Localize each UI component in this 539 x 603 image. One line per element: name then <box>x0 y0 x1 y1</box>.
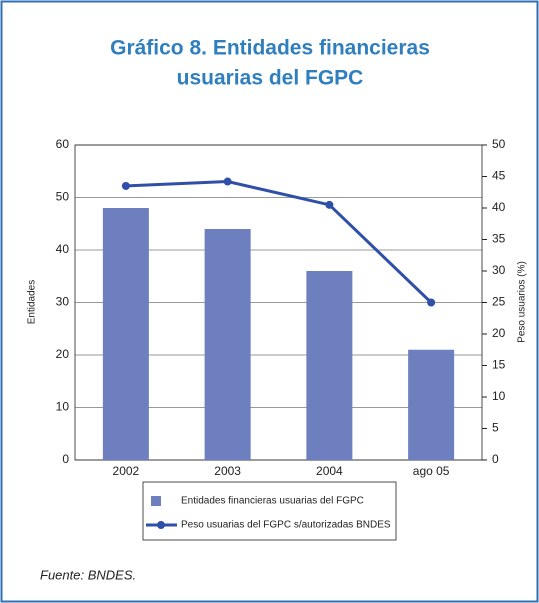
line-point <box>427 298 436 307</box>
bar <box>102 208 149 460</box>
y2-tick-label: 10 <box>492 389 506 403</box>
y2-tick-label: 25 <box>492 295 506 309</box>
chart-title: usuarias del FGPC <box>177 67 364 90</box>
y2-tick-label: 5 <box>492 421 499 435</box>
bar <box>408 349 455 460</box>
legend-swatch <box>157 521 165 529</box>
legend-label: Entidades financieras usuarias del FGPC <box>181 496 364 507</box>
bar <box>204 229 251 460</box>
x-tick-label: 2002 <box>113 464 140 478</box>
bar <box>306 271 353 460</box>
y2-tick-label: 15 <box>492 358 506 372</box>
y-tick-label: 20 <box>56 347 70 361</box>
y2-tick-label: 35 <box>492 232 506 246</box>
y-tick-label: 0 <box>62 452 69 466</box>
line-point <box>325 200 334 209</box>
y-tick-label: 60 <box>56 137 70 151</box>
y-axis-label: Entidades <box>27 280 38 324</box>
y2-tick-label: 45 <box>492 169 506 183</box>
source: Fuente: BNDES. <box>40 567 136 582</box>
plot-border <box>74 144 483 461</box>
legend <box>142 481 397 541</box>
x-tick-label: 2003 <box>214 464 241 478</box>
y-tick-label: 10 <box>56 400 70 414</box>
chart-title: Gráfico 8. Entidades financieras <box>110 37 430 60</box>
x-tick-label: ago 05 <box>413 464 450 478</box>
y2-axis-label: Peso usuarios (%) <box>517 261 528 343</box>
y2-tick-label: 20 <box>492 326 506 340</box>
y2-tick-label: 50 <box>492 137 506 151</box>
x-tick-label: 2004 <box>316 464 343 478</box>
legend-label: Peso usuarias del FGPC s/autorizadas BND… <box>181 520 391 531</box>
y-tick-label: 30 <box>56 295 70 309</box>
legend-swatch <box>151 496 161 506</box>
line-point <box>121 181 130 190</box>
line-point <box>223 177 232 186</box>
y-tick-label: 50 <box>56 190 70 204</box>
y2-tick-label: 40 <box>492 200 506 214</box>
line <box>125 180 433 304</box>
y2-tick-label: 0 <box>492 452 499 466</box>
y-tick-label: 40 <box>56 242 70 256</box>
y2-tick-label: 30 <box>492 263 506 277</box>
